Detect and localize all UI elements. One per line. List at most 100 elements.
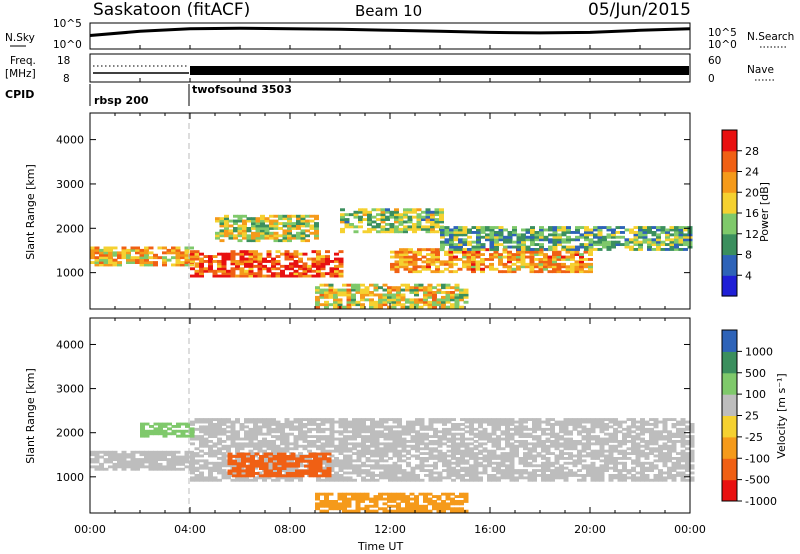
range-gate-cell <box>158 432 163 436</box>
range-gate-cell <box>541 440 546 443</box>
range-gate-cell <box>284 444 290 448</box>
range-gate-cell <box>423 495 428 498</box>
range-gate-cell <box>272 462 278 466</box>
range-gate-cell <box>271 478 276 482</box>
range-gate-cell <box>527 427 533 431</box>
range-gate-cell <box>444 253 449 256</box>
range-gate-cell <box>552 228 558 232</box>
range-gate-cell <box>412 270 418 274</box>
range-gate-cell <box>208 469 213 472</box>
range-gate-cell <box>275 444 281 448</box>
range-gate-cell <box>424 444 429 448</box>
range-gate-cell <box>451 478 456 482</box>
range-gate-cell <box>353 230 359 234</box>
range-gate-cell <box>248 267 254 271</box>
range-gate-cell <box>575 238 580 242</box>
range-gate-cell <box>370 430 375 434</box>
range-gate-cell <box>217 267 222 271</box>
range-gate-cell <box>235 476 240 480</box>
range-gate-cell <box>208 430 213 434</box>
range-gate-cell <box>518 476 524 480</box>
range-gate-cell <box>424 442 429 446</box>
range-gate-cell <box>568 474 573 477</box>
range-gate-cell <box>532 418 537 421</box>
range-gate-cell <box>581 454 587 458</box>
range-gate-cell <box>309 227 315 230</box>
range-gate-cell <box>412 262 418 266</box>
range-gate-cell <box>277 472 282 475</box>
range-gate-cell <box>667 454 672 458</box>
range-gate-cell <box>248 252 254 256</box>
range-gate-cell <box>451 452 456 455</box>
range-gate-cell <box>392 478 398 482</box>
range-gate-cell <box>451 466 456 470</box>
range-gate-cell <box>462 238 468 242</box>
range-gate-cell <box>342 502 347 506</box>
range-gate-cell <box>369 298 374 302</box>
range-gate-cell <box>226 425 231 429</box>
range-gate-cell <box>400 492 406 496</box>
range-gate-cell <box>667 432 672 436</box>
range-gate-cell <box>328 502 334 506</box>
range-gate-cell <box>373 504 379 508</box>
range-gate-cell <box>317 459 323 463</box>
range-gate-cell <box>590 437 596 441</box>
range-gate-cell <box>496 437 501 441</box>
range-gate-cell <box>662 418 668 421</box>
range-gate-cell <box>392 466 398 470</box>
range-gate-cell <box>351 295 356 299</box>
range-gate-cell <box>121 253 127 257</box>
range-gate-cell <box>602 235 607 239</box>
range-gate-cell <box>507 260 512 264</box>
range-gate-cell <box>314 217 319 221</box>
range-gate-cell <box>631 461 636 465</box>
range-gate-cell <box>563 466 569 470</box>
range-gate-cell <box>680 457 686 460</box>
range-gate-cell <box>631 474 636 477</box>
range-gate-cell <box>451 437 456 441</box>
range-gate-cell <box>235 418 240 421</box>
range-gate-cell <box>162 256 167 260</box>
range-gate-cell <box>599 459 605 463</box>
range-gate-cell <box>669 228 675 232</box>
range-gate-cell <box>430 262 436 266</box>
range-gate-cell <box>259 467 264 470</box>
range-gate-cell <box>397 442 402 446</box>
range-gate-cell <box>554 444 560 448</box>
range-gate-cell <box>620 243 625 246</box>
range-gate-cell <box>442 469 447 472</box>
range-gate-cell <box>394 267 400 271</box>
range-gate-cell <box>94 248 100 252</box>
range-gate-cell <box>626 440 632 443</box>
range-gate-cell <box>415 457 420 460</box>
range-gate-cell <box>251 236 256 240</box>
range-gate-cell <box>374 423 380 426</box>
range-gate-cell <box>355 497 361 501</box>
range-gate-cell <box>199 260 204 263</box>
range-gate-cell <box>512 240 517 244</box>
range-gate-cell <box>498 238 504 242</box>
range-gate-cell <box>298 478 303 482</box>
range-gate-cell <box>257 476 263 480</box>
range-gate-cell <box>284 425 290 429</box>
range-gate-cell <box>512 233 517 237</box>
range-gate-cell <box>464 471 470 475</box>
range-gate-cell <box>184 248 190 252</box>
range-gate-cell <box>516 260 521 264</box>
range-gate-cell <box>494 245 499 249</box>
range-gate-cell <box>449 233 454 237</box>
range-gate-cell <box>662 435 668 438</box>
range-gate-cell <box>360 288 365 292</box>
range-gate-cell <box>487 420 492 424</box>
range-gate-cell <box>166 248 172 252</box>
range-gate-cell <box>325 461 330 465</box>
range-gate-cell <box>338 452 344 455</box>
range-gate-cell <box>379 430 384 434</box>
range-gate-cell <box>289 476 294 480</box>
range-gate-cell <box>455 444 461 448</box>
range-gate-cell <box>253 250 258 254</box>
range-gate-cell <box>635 420 641 424</box>
range-gate-cell <box>566 235 571 239</box>
range-gate-cell <box>464 461 470 465</box>
range-gate-cell <box>599 442 605 446</box>
